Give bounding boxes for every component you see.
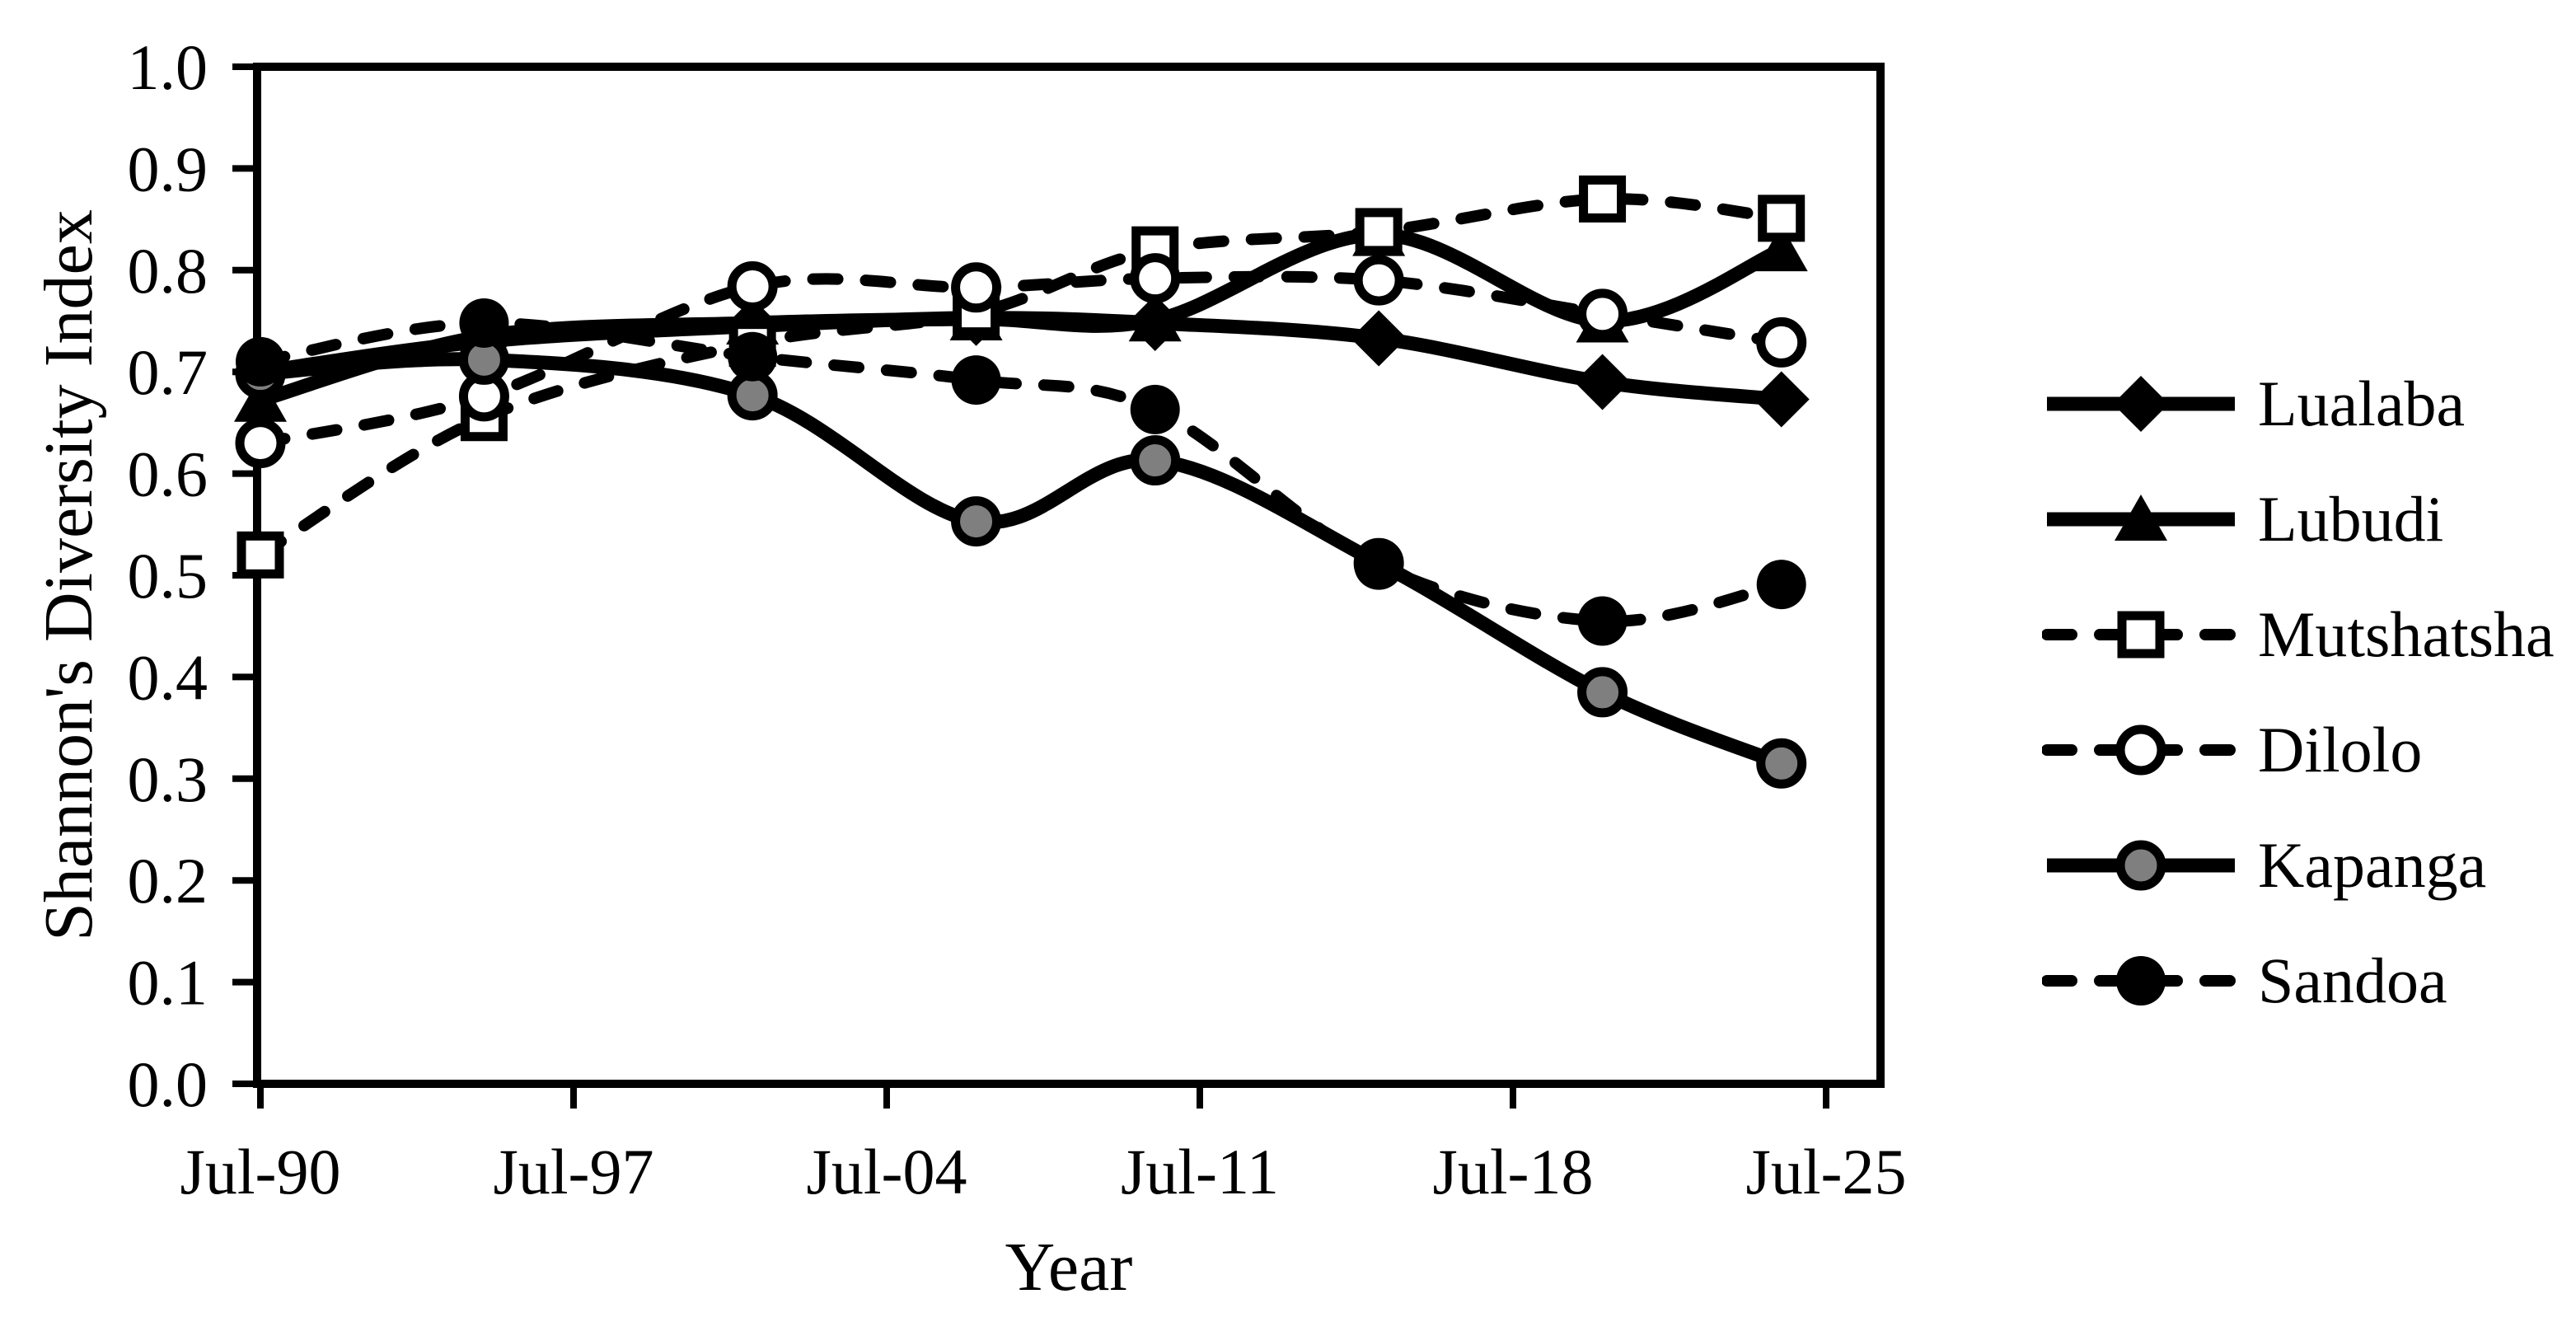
kapanga-point-6 (1577, 667, 1628, 718)
lubudi-point-4 (1128, 295, 1182, 342)
y-tick-label: 0.4 (128, 641, 208, 713)
y-tick-label: 0.6 (128, 438, 208, 510)
sandoa-point-4 (1130, 384, 1180, 434)
y-tick-label: 0.2 (128, 845, 208, 916)
x-tick-label: Jul-11 (1121, 1136, 1279, 1207)
dilolo-dashed-circle-swatch-icon (2042, 724, 2240, 776)
sandoa-point-3 (951, 355, 1001, 406)
dilolo-point-7 (1756, 316, 1807, 368)
dilolo-point-4 (1130, 253, 1181, 304)
legend-row-kapanga: Kapanga (2042, 808, 2576, 923)
legend-label-sandoa: Sandoa (2258, 945, 2447, 1016)
mutshatsha-point-0 (237, 531, 284, 579)
kapanga-point-4 (1130, 435, 1181, 486)
kapanga-point-7 (1756, 738, 1807, 789)
legend-row-dilolo: Dilolo (2042, 692, 2576, 808)
sandoa-point-7 (1756, 560, 1806, 610)
lualaba-point-6 (1574, 354, 1631, 410)
kapanga-solid-gray-circle-swatch-icon (2047, 840, 2235, 891)
x-axis-ticks: Jul-90 Jul-97 Jul-04 Jul-11 Jul-18 Jul-25 (180, 1084, 1907, 1207)
y-tick-label: 0.5 (128, 540, 208, 612)
y-axis-title: Shannon's Diversity Index (30, 209, 107, 941)
legend-row-lubudi: Lubudi (2042, 462, 2576, 577)
dilolo-point-0 (235, 418, 286, 469)
sandoa-point-5 (1354, 540, 1404, 590)
plot-frame (253, 63, 1885, 1088)
legend-row-mutshatsha: Mutshatsha (2042, 577, 2576, 692)
dilolo-point-5 (1353, 255, 1404, 306)
mutshatsha-dashed-square-swatch-icon (2042, 611, 2240, 659)
dilolo-point-3 (951, 262, 1002, 313)
y-tick-label: 1.0 (128, 31, 208, 103)
x-tick-label: Jul-04 (807, 1136, 967, 1207)
y-axis-ticks: 0.0 0.1 0.2 0.3 0.4 0.5 0.6 0.7 0.8 0.9 1.0 (128, 31, 257, 1120)
legend-label-dilolo: Dilolo (2258, 714, 2423, 785)
series-dilolo (235, 253, 1807, 469)
mutshatsha-point-5 (1355, 208, 1403, 255)
legend-label-kapanga: Kapanga (2258, 829, 2487, 901)
y-tick-label: 0.1 (128, 947, 208, 1019)
series-sandoa (236, 298, 1806, 646)
dilolo-point-2 (727, 261, 778, 312)
legend: Lualaba Lubudi Mutshatsha Dilolo Kapanga… (2042, 346, 2576, 1038)
dilolo-point-6 (1577, 288, 1628, 340)
x-tick-label: Jul-97 (494, 1136, 654, 1207)
kapanga-line (260, 352, 1784, 771)
y-tick-label: 0.8 (128, 235, 208, 307)
sandoa-line (255, 316, 1787, 627)
kapanga-point-3 (951, 496, 1002, 547)
y-tick-label: 0.0 (128, 1048, 208, 1120)
lubudi-solid-triangle-swatch-icon (2047, 495, 2235, 541)
legend-row-sandoa: Sandoa (2042, 923, 2576, 1038)
x-tick-label: Jul-90 (180, 1136, 341, 1207)
y-tick-label: 0.3 (128, 743, 208, 815)
lubudi-point-7 (1754, 225, 1808, 272)
x-tick-label: Jul-25 (1746, 1136, 1907, 1207)
sandoa-point-6 (1577, 596, 1628, 646)
lualaba-point-5 (1351, 310, 1407, 367)
x-tick-label: Jul-18 (1433, 1136, 1594, 1207)
legend-label-lualaba: Lualaba (2258, 368, 2466, 439)
sandoa-point-0 (236, 336, 285, 387)
legend-label-mutshatsha: Mutshatsha (2258, 598, 2555, 670)
mutshatsha-point-6 (1579, 175, 1627, 223)
sandoa-dashed-black-circle-swatch-icon (2042, 956, 2240, 1006)
x-axis-title: Year (1005, 1229, 1133, 1306)
lualaba-solid-diamond-swatch-icon (2047, 376, 2235, 432)
y-tick-label: 0.7 (128, 336, 208, 408)
sandoa-point-2 (728, 331, 778, 382)
lualaba-point-7 (1753, 371, 1810, 428)
dilolo-line (255, 270, 1787, 449)
sandoa-point-1 (459, 298, 509, 348)
mutshatsha-point-7 (1758, 195, 1806, 242)
legend-row-lualaba: Lualaba (2042, 346, 2576, 462)
y-tick-label: 0.9 (128, 133, 208, 204)
legend-label-lubudi: Lubudi (2258, 483, 2444, 555)
